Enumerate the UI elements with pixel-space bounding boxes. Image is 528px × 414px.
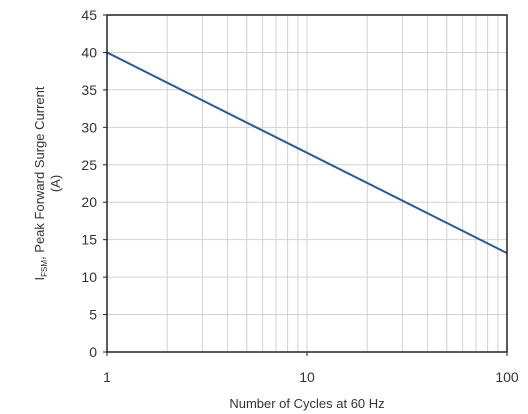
y-tick-labels: 0 5 10 15 20 25 30 35 40 45 bbox=[81, 7, 97, 360]
y-tick-label: 10 bbox=[81, 269, 97, 285]
y-tick-label: 0 bbox=[89, 344, 97, 360]
x-axis-label: Number of Cycles at 60 Hz bbox=[229, 396, 384, 411]
x-tick-label: 1 bbox=[103, 369, 111, 385]
grid bbox=[107, 15, 507, 352]
y-tick-label: 40 bbox=[81, 44, 97, 60]
y-tick-label: 20 bbox=[81, 194, 97, 210]
y-tick-label: 5 bbox=[89, 307, 97, 323]
tick-layer bbox=[103, 14, 508, 356]
y-tick-label: 35 bbox=[81, 82, 97, 98]
y-tick-label: 25 bbox=[81, 157, 97, 173]
y-axis-label-rest: , Peak Forward Surge Current bbox=[32, 86, 47, 260]
x-tick-labels: 1 10 100 bbox=[103, 369, 519, 385]
y-tick-label: 45 bbox=[81, 7, 97, 23]
x-tick-label: 10 bbox=[299, 369, 315, 385]
y-axis-label: IFSM, Peak Forward Surge Current (A) bbox=[32, 86, 63, 280]
y-axis-label-unit: (A) bbox=[48, 175, 63, 192]
y-tick-label: 15 bbox=[81, 232, 97, 248]
y-tick-label: 30 bbox=[81, 119, 97, 135]
series-line bbox=[106, 51, 508, 255]
x-tick-label: 100 bbox=[495, 369, 519, 385]
y-axis-label-symbol: I bbox=[32, 277, 47, 281]
y-axis-label-subscript: FSM bbox=[40, 260, 49, 277]
series-layer bbox=[106, 51, 508, 255]
y-axis-label-line1: IFSM, Peak Forward Surge Current bbox=[32, 86, 49, 280]
